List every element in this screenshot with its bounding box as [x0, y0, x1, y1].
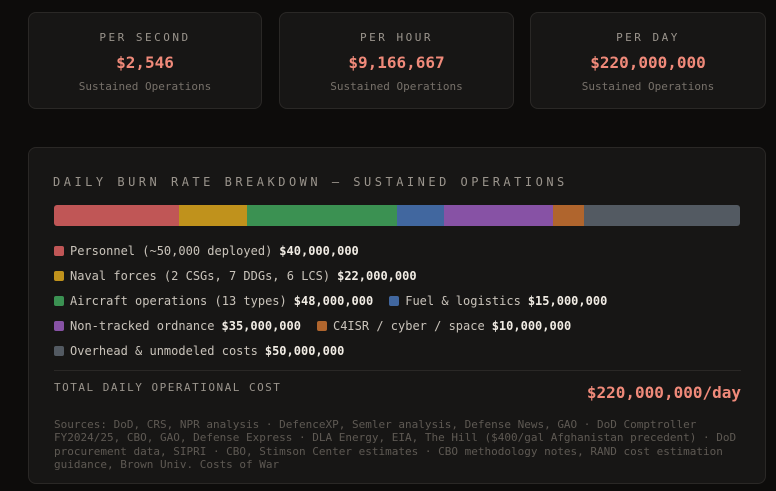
legend-value: $40,000,000: [279, 244, 359, 259]
legend-value: $50,000,000: [264, 343, 345, 358]
legend-label: Aircraft operations (13 types): [70, 293, 287, 308]
legend-row: Naval forces (2 CSGs, 7 DDGs, 6 LCS) $22…: [54, 264, 744, 289]
sources-note: Sources: DoD, CRS, NPR analysis · Defenc…: [54, 418, 737, 471]
legend-item-naval-forces: Naval forces (2 CSGs, 7 DDGs, 6 LCS) $22…: [54, 269, 417, 283]
legend-value: $48,000,000: [293, 293, 374, 308]
legend-item-non-tracked-ordnance: Non-tracked ordnance $35,000,000: [54, 319, 301, 333]
legend-row: Non-tracked ordnance $35,000,000 C4ISR /…: [54, 313, 744, 338]
legend-value: $22,000,000: [337, 269, 417, 284]
bar-segment-5: [552, 205, 585, 226]
burn-rate-breakdown-panel: DAILY BURN RATE BREAKDOWN — SUSTAINED OP…: [28, 147, 766, 484]
total-label: TOTAL DAILY OPERATIONAL COST: [54, 381, 282, 394]
stat-subtitle: Sustained Operations: [78, 80, 212, 93]
divider: [54, 370, 741, 371]
legend-row: Overhead & unmodeled costs $50,000,000: [54, 338, 744, 363]
stacked-cost-bar: [54, 205, 740, 226]
stat-label: PER HOUR: [360, 31, 433, 44]
stat-label: PER DAY: [616, 31, 680, 44]
stat-subtitle: Sustained Operations: [581, 80, 715, 93]
legend-label: Personnel (~50,000 deployed): [70, 244, 273, 259]
total-value: $220,000,000/day: [586, 383, 741, 402]
legend-value: $15,000,000: [527, 293, 608, 308]
stat-card-per-day: PER DAY $220,000,000 Sustained Operation…: [530, 12, 766, 109]
stat-subtitle: Sustained Operations: [330, 80, 463, 93]
bar-segment-2: [247, 205, 397, 226]
cost-legend: Personnel (~50,000 deployed) $40,000,000…: [54, 239, 744, 363]
panel-title: DAILY BURN RATE BREAKDOWN — SUSTAINED OP…: [53, 175, 568, 189]
legend-swatch: [54, 271, 64, 282]
legend-value: $35,000,000: [221, 318, 301, 333]
legend-label: C4ISR / cyber / space: [332, 318, 485, 333]
stat-value: $9,166,667: [348, 53, 445, 72]
stat-value: $220,000,000: [590, 53, 706, 72]
legend-swatch: [54, 295, 64, 306]
legend-item-fuel-logistics: Fuel & logistics $15,000,000: [389, 294, 607, 308]
legend-swatch: [54, 345, 64, 356]
stat-label: PER SECOND: [99, 31, 191, 44]
legend-swatch: [54, 320, 64, 331]
bar-segment-4: [443, 205, 553, 226]
bar-segment-0: [54, 205, 179, 226]
legend-item-overhead: Overhead & unmodeled costs $50,000,000: [54, 344, 344, 358]
legend-row: Personnel (~50,000 deployed) $40,000,000: [54, 239, 744, 264]
legend-swatch: [389, 295, 400, 306]
legend-row: Aircraft operations (13 types) $48,000,0…: [54, 289, 744, 314]
bar-segment-6: [584, 205, 740, 226]
legend-swatch: [54, 246, 64, 257]
legend-item-aircraft-operations: Aircraft operations (13 types) $48,000,0…: [54, 294, 373, 308]
legend-label: Fuel & logistics: [405, 293, 521, 308]
stat-card-per-second: PER SECOND $2,546 Sustained Operations: [28, 12, 262, 109]
legend-label: Non-tracked ordnance: [70, 318, 215, 333]
legend-item-personnel: Personnel (~50,000 deployed) $40,000,000: [54, 244, 359, 258]
bar-segment-3: [396, 205, 444, 226]
legend-label: Naval forces (2 CSGs, 7 DDGs, 6 LCS): [70, 269, 331, 284]
stat-card-per-hour: PER HOUR $9,166,667 Sustained Operations: [279, 12, 514, 109]
legend-label: Overhead & unmodeled costs: [70, 343, 258, 358]
legend-value: $10,000,000: [491, 318, 572, 333]
legend-swatch: [316, 320, 327, 331]
legend-item-c4isr: C4ISR / cyber / space $10,000,000: [316, 318, 572, 333]
stat-value: $2,546: [116, 53, 174, 72]
bar-segment-1: [178, 205, 248, 226]
